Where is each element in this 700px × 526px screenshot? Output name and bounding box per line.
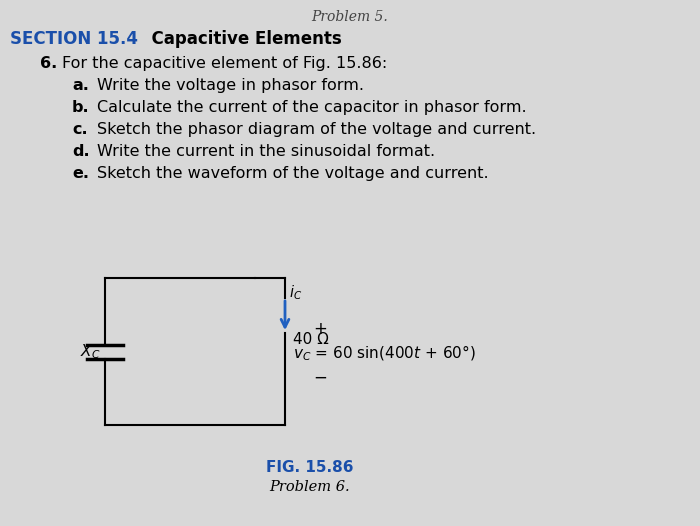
Text: For the capacitive element of Fig. 15.86:: For the capacitive element of Fig. 15.86… — [62, 56, 387, 71]
Text: Write the current in the sinusoidal format.: Write the current in the sinusoidal form… — [97, 144, 435, 159]
Text: Sketch the waveform of the voltage and current.: Sketch the waveform of the voltage and c… — [97, 166, 489, 181]
Text: d.: d. — [72, 144, 90, 159]
Text: Capacitive Elements: Capacitive Elements — [140, 30, 342, 48]
Text: $i_C$: $i_C$ — [289, 283, 302, 302]
Text: 40 Ω: 40 Ω — [293, 331, 329, 347]
Text: a.: a. — [72, 78, 89, 93]
Text: Calculate the current of the capacitor in phasor form.: Calculate the current of the capacitor i… — [97, 100, 526, 115]
Text: FIG. 15.86: FIG. 15.86 — [266, 460, 354, 475]
Text: Problem 5.: Problem 5. — [312, 10, 388, 24]
Text: −: − — [313, 369, 327, 387]
Text: Problem 6.: Problem 6. — [270, 480, 350, 494]
Text: e.: e. — [72, 166, 89, 181]
Text: b.: b. — [72, 100, 90, 115]
Text: SECTION 15.4: SECTION 15.4 — [10, 30, 138, 48]
Text: Write the voltage in phasor form.: Write the voltage in phasor form. — [97, 78, 364, 93]
Text: 6.: 6. — [40, 56, 57, 71]
Text: +: + — [313, 320, 327, 339]
Text: $v_C$ = 60 sin(400$t$ + 60°): $v_C$ = 60 sin(400$t$ + 60°) — [293, 344, 475, 363]
Text: Sketch the phasor diagram of the voltage and current.: Sketch the phasor diagram of the voltage… — [97, 122, 536, 137]
Text: c.: c. — [72, 122, 88, 137]
Text: $X_C$: $X_C$ — [80, 342, 100, 361]
